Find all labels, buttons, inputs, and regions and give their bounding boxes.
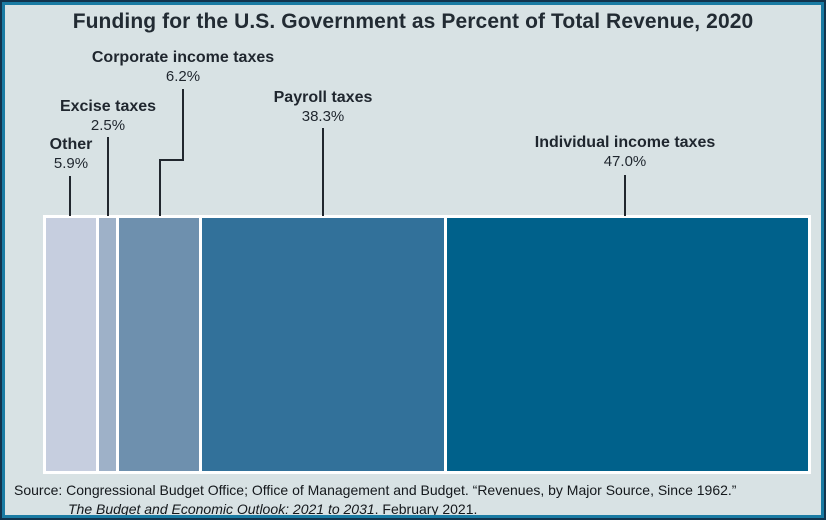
bar-segment-other <box>46 218 96 471</box>
source-note: Source: Congressional Budget Office; Off… <box>14 481 736 519</box>
callout-individual-income-taxes-label: Individual income taxes <box>534 134 716 151</box>
leader-line-excise-taxes <box>107 137 109 216</box>
callout-other: Other 5.9% <box>50 135 93 173</box>
leader-line-payroll-taxes <box>322 128 324 216</box>
callout-payroll-taxes-label: Payroll taxes <box>273 89 373 106</box>
callout-individual-income-taxes-value: 47.0% <box>603 153 647 170</box>
source-line-1: Source: Congressional Budget Office; Off… <box>14 482 737 498</box>
stacked-bar <box>43 215 811 474</box>
leader-line-individual-income-taxes <box>624 175 626 216</box>
callout-payroll-taxes: Payroll taxes 38.3% <box>274 88 373 126</box>
callout-payroll-taxes-value: 38.3% <box>301 108 345 125</box>
callout-corporate-income-taxes-label: Corporate income taxes <box>91 49 275 66</box>
leader-line-corporate-horizontal-step <box>159 159 184 161</box>
chart-title: Funding for the U.S. Government as Perce… <box>72 10 754 33</box>
leader-line-other <box>69 176 71 216</box>
bar-segment-corporate-income-taxes <box>119 218 199 471</box>
leader-line-corporate-vertical-lower <box>159 160 161 216</box>
callout-excise-taxes: Excise taxes 2.5% <box>60 97 156 135</box>
bar-segment-excise-taxes <box>99 218 116 471</box>
source-book-title: The Budget and Economic Outlook: 2021 to… <box>68 501 375 517</box>
source-line-2-rest: . February 2021. <box>374 501 478 517</box>
source-line-2: The Budget and Economic Outlook: 2021 to… <box>14 500 736 519</box>
callout-corporate-income-taxes-value: 6.2% <box>165 68 201 85</box>
callout-individual-income-taxes: Individual income taxes 47.0% <box>535 133 716 171</box>
bar-segment-individual-income-taxes <box>447 218 808 471</box>
callout-other-value: 5.9% <box>53 155 89 172</box>
callout-corporate-income-taxes: Corporate income taxes 6.2% <box>92 48 274 86</box>
callout-excise-taxes-label: Excise taxes <box>59 98 157 115</box>
leader-line-corporate-vertical-upper <box>182 89 184 161</box>
bar-segment-payroll-taxes <box>202 218 444 471</box>
callout-excise-taxes-value: 2.5% <box>90 117 126 134</box>
callout-other-label: Other <box>49 136 93 153</box>
